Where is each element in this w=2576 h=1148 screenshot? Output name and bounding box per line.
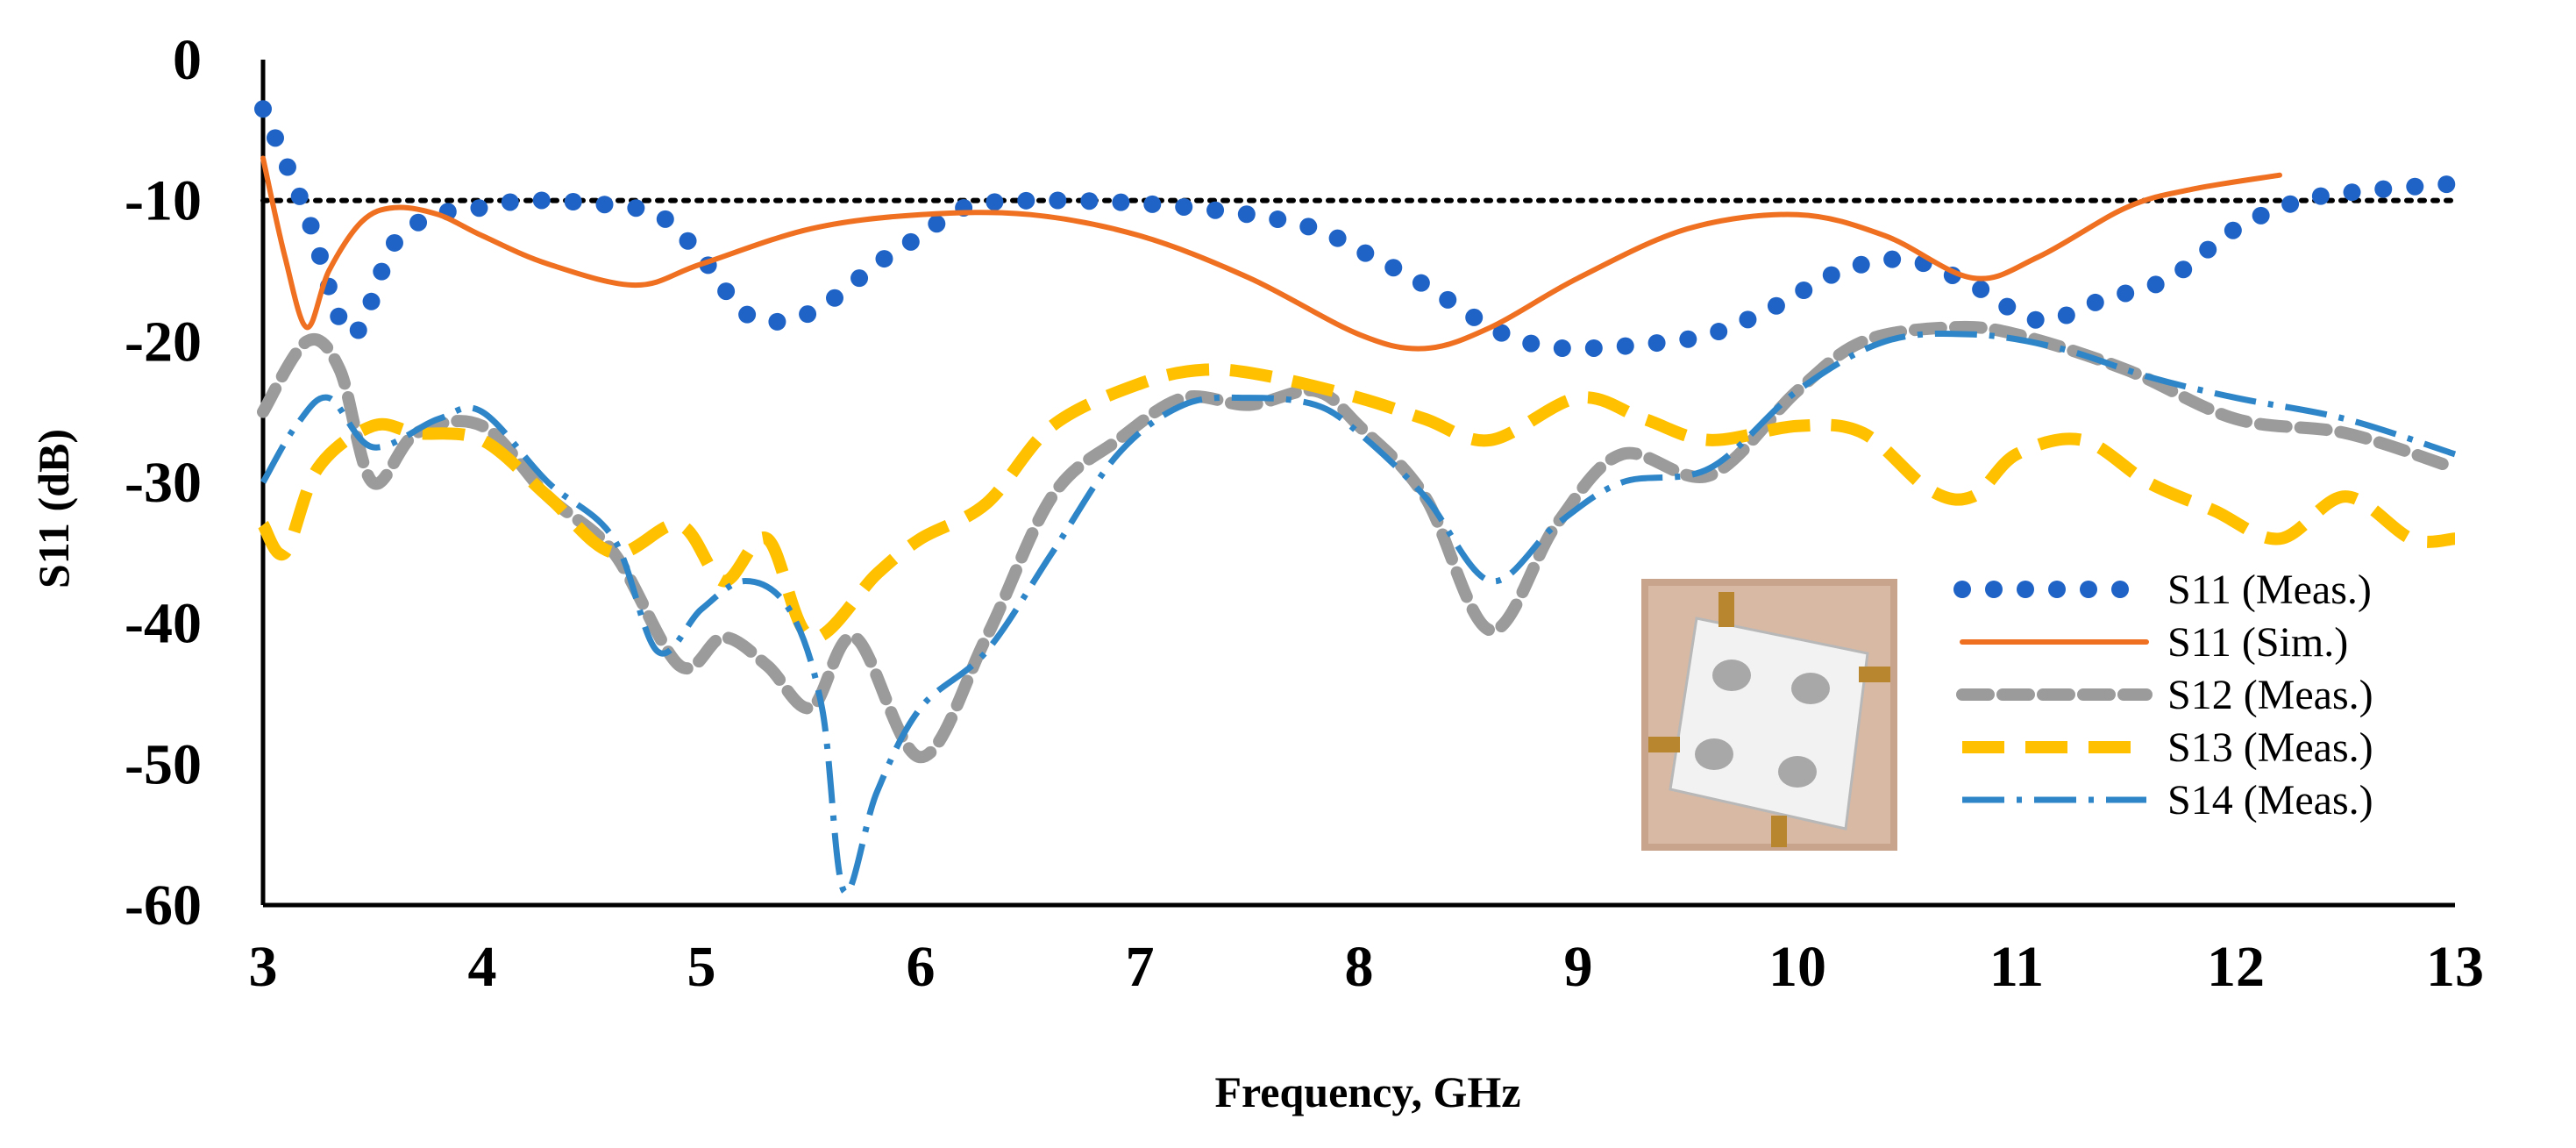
y-tick-label: -20 xyxy=(125,310,202,374)
x-tick-label: 8 xyxy=(1345,935,1374,999)
y-tick-label: -60 xyxy=(125,873,202,938)
x-tick-label: 5 xyxy=(687,935,716,999)
legend-label: S14 (Meas.) xyxy=(2167,777,2373,824)
x-tick-label: 11 xyxy=(1989,935,2044,999)
x-tick-label: 3 xyxy=(249,935,278,999)
y-tick-label: -10 xyxy=(125,169,202,233)
y-tick-label: 0 xyxy=(173,28,202,92)
y-tick-label: -40 xyxy=(125,592,202,656)
legend-label: S11 (Sim.) xyxy=(2167,619,2348,666)
x-tick-label: 10 xyxy=(1768,935,1826,999)
series-line-s13-meas xyxy=(257,363,2456,644)
legend-label: S12 (Meas.) xyxy=(2167,672,2373,718)
legend: S11 (Meas.) S11 (Sim.) S12 (Meas.) S13 (Mea… xyxy=(1953,567,2373,824)
x-tick-label: 9 xyxy=(1564,935,1593,999)
y-axis-title: S11 (dB) xyxy=(29,429,78,588)
x-tick-label: 13 xyxy=(2426,935,2484,999)
series-line-s11-meas xyxy=(254,100,2464,358)
x-tick-label: 12 xyxy=(2207,935,2265,999)
x-axis-tick-labels: 3 4 5 6 7 8 9 10 11 12 13 xyxy=(249,935,2485,999)
series-layer xyxy=(254,100,2464,896)
series-line-s11-sim xyxy=(260,155,2282,352)
inset-photo xyxy=(1641,579,1897,851)
legend-label: S13 (Meas.) xyxy=(2167,724,2373,771)
y-axis-tick-labels: 0 -10 -20 -30 -40 -50 -60 xyxy=(125,28,202,938)
x-tick-label: 6 xyxy=(907,935,936,999)
y-tick-label: -50 xyxy=(125,732,202,796)
y-tick-label: -30 xyxy=(125,451,202,515)
x-tick-label: 7 xyxy=(1126,935,1155,999)
x-axis-title: Frequency, GHz xyxy=(1214,1067,1520,1116)
legend-label: S11 (Meas.) xyxy=(2167,567,2372,613)
series-line-s14-meas xyxy=(260,330,2457,896)
x-tick-label: 4 xyxy=(468,935,497,999)
